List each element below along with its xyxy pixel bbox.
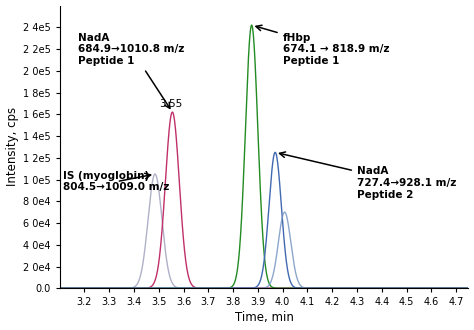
Y-axis label: Intensity, cps: Intensity, cps: [6, 107, 18, 186]
Text: fHbp
674.1 → 818.9 m/z
Peptide 1: fHbp 674.1 → 818.9 m/z Peptide 1: [256, 25, 389, 66]
X-axis label: Time, min: Time, min: [235, 312, 293, 324]
Text: NadA
684.9→1010.8 m/z
Peptide 1: NadA 684.9→1010.8 m/z Peptide 1: [78, 33, 184, 108]
Text: 3.55: 3.55: [159, 99, 182, 109]
Text: IS (myoglobin)
804.5→1009.0 m/z: IS (myoglobin) 804.5→1009.0 m/z: [64, 171, 170, 192]
Text: NadA
727.4→928.1 m/z
Peptide 2: NadA 727.4→928.1 m/z Peptide 2: [280, 152, 456, 200]
